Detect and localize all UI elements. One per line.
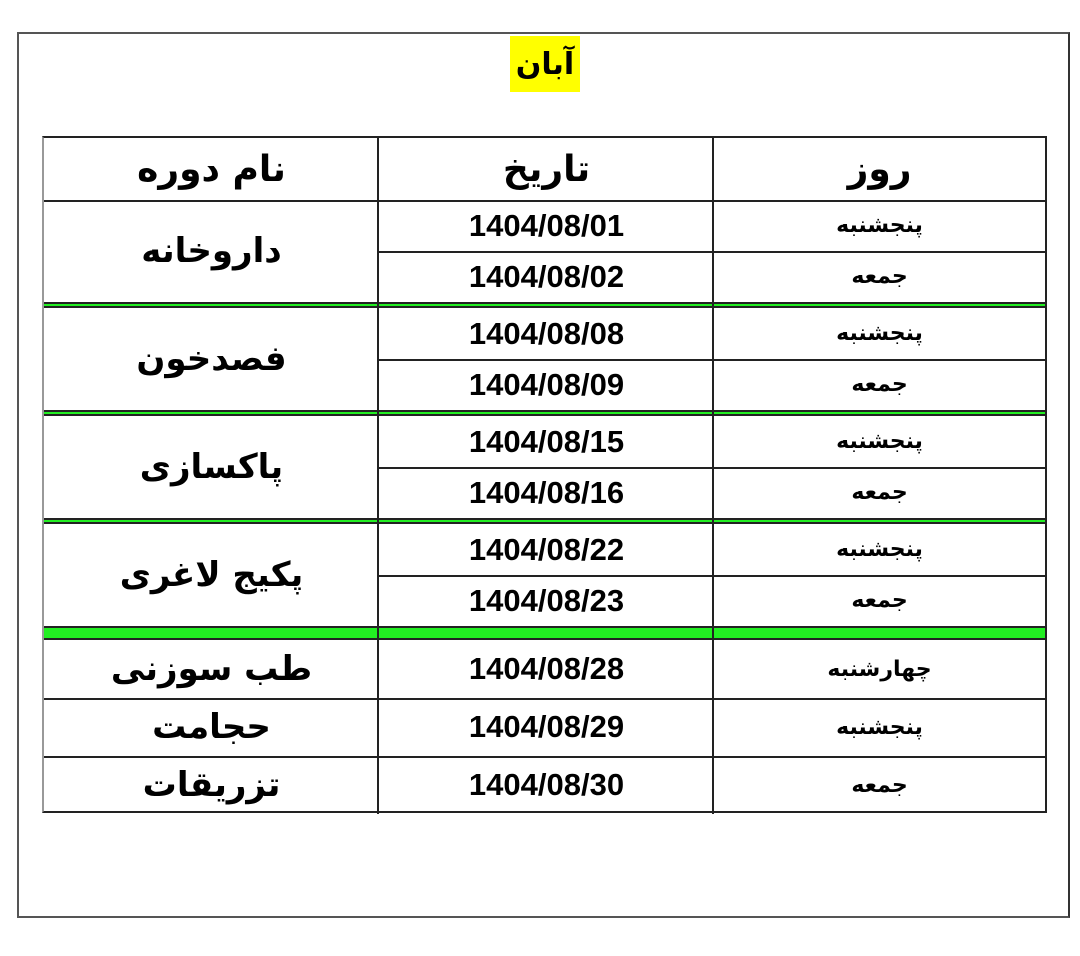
header-day: روز [847, 148, 912, 190]
group-separator [44, 410, 1045, 416]
date-cell: 1404/08/01 [468, 207, 625, 243]
date-cell: 1404/08/02 [468, 258, 625, 294]
group-separator [44, 626, 1045, 640]
course-cell: فصدخون [136, 339, 287, 379]
page-frame [17, 32, 1070, 918]
day-cell: جمعه [851, 772, 908, 798]
date-cell: 1404/08/15 [468, 423, 625, 459]
day-cell: پنجشنبه [836, 714, 923, 740]
date-cell: 1404/08/08 [468, 315, 625, 351]
day-cell: جمعه [851, 480, 908, 505]
day-cell: جمعه [851, 588, 908, 613]
date-cell: 1404/08/28 [468, 651, 625, 686]
month-title: آبان [510, 36, 580, 92]
course-cell: پاکسازی [139, 447, 284, 487]
date-cell: 1404/08/29 [468, 709, 625, 744]
row-divider [44, 200, 1045, 202]
day-cell: پنجشنبه [836, 213, 923, 238]
row-divider [44, 756, 1045, 758]
date-cell: 1404/08/23 [468, 582, 625, 618]
course-cell: حجامت [152, 707, 271, 747]
course-cell: پکیج لاغری [119, 555, 304, 595]
schedule-table: نام دوره تاریخ روز پنجشنبه 1404/08/01 جمعه… [42, 136, 1047, 814]
header-course: نام دوره [137, 148, 286, 190]
group-separator [44, 302, 1045, 308]
column-divider [712, 138, 714, 814]
course-cell: داروخانه [141, 231, 282, 271]
date-cell: 1404/08/09 [468, 366, 625, 402]
course-cell: تزریقات [142, 765, 281, 805]
date-cell: 1404/08/22 [468, 531, 625, 567]
day-cell: پنجشنبه [836, 429, 923, 454]
day-cell: پنجشنبه [836, 321, 923, 346]
course-cell: طب سوزنی [110, 649, 313, 689]
day-cell: جمعه [851, 264, 908, 289]
column-divider [377, 138, 379, 814]
date-cell: 1404/08/16 [468, 474, 625, 510]
day-cell: جمعه [851, 372, 908, 397]
day-cell: پنجشنبه [836, 537, 923, 562]
date-cell: 1404/08/30 [468, 767, 625, 802]
group-separator [44, 518, 1045, 524]
header-date: تاریخ [502, 148, 591, 190]
row-divider [44, 698, 1045, 700]
day-cell: چهارشنبه [827, 656, 932, 682]
